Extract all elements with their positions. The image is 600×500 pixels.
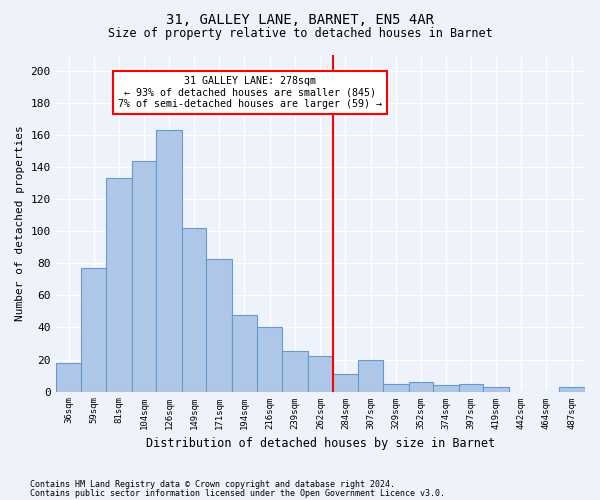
Text: Contains HM Land Registry data © Crown copyright and database right 2024.: Contains HM Land Registry data © Crown c… (30, 480, 395, 489)
Bar (131, 161, 156, 392)
Text: 31, GALLEY LANE, BARNET, EN5 4AR: 31, GALLEY LANE, BARNET, EN5 4AR (166, 12, 434, 26)
Text: 31 GALLEY LANE: 278sqm
← 93% of detached houses are smaller (845)
7% of semi-det: 31 GALLEY LANE: 278sqm ← 93% of detached… (118, 76, 382, 109)
Bar (156, 130, 182, 392)
Bar (206, 258, 232, 392)
Bar (82, 268, 106, 392)
Text: Size of property relative to detached houses in Barnet: Size of property relative to detached ho… (107, 28, 493, 40)
Bar (484, 386, 509, 392)
Bar (433, 385, 459, 392)
Bar (559, 386, 585, 392)
Y-axis label: Number of detached properties: Number of detached properties (15, 126, 25, 321)
Bar (182, 228, 206, 392)
Bar (308, 356, 332, 392)
Bar (232, 314, 257, 392)
Bar (358, 360, 383, 392)
Bar (459, 384, 484, 392)
Bar (56, 362, 82, 392)
Bar (409, 382, 433, 392)
Bar (383, 384, 409, 392)
Text: Contains public sector information licensed under the Open Government Licence v3: Contains public sector information licen… (30, 490, 445, 498)
Bar (106, 178, 131, 392)
X-axis label: Distribution of detached houses by size in Barnet: Distribution of detached houses by size … (146, 437, 495, 450)
Bar (332, 374, 358, 392)
Bar (283, 352, 308, 392)
Bar (257, 328, 283, 392)
